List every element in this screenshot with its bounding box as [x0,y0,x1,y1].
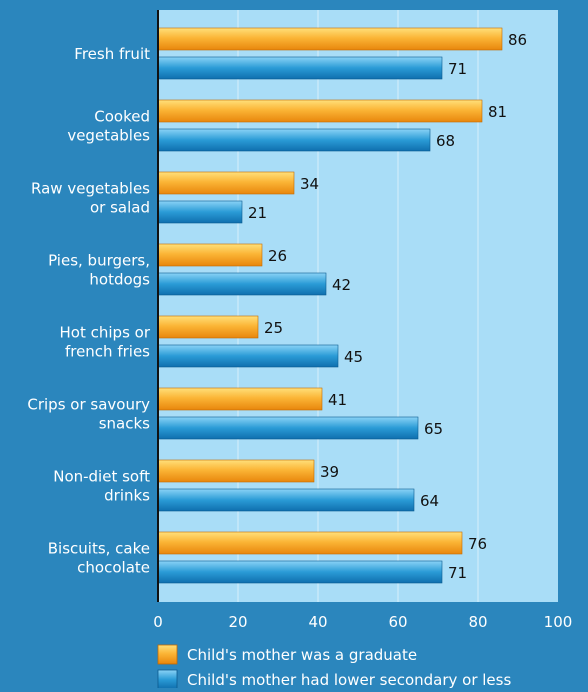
category-label: or salad [90,199,150,217]
data-label: 65 [424,420,443,438]
data-label: 71 [448,564,467,582]
data-label: 21 [248,204,267,222]
data-label: 41 [328,391,347,409]
bar-lower-secondary [157,560,443,584]
data-label: 39 [320,463,339,481]
x-tick-label: 0 [153,613,163,631]
bar-graduate [157,243,263,267]
bar-lower-secondary [157,344,339,368]
data-label: 81 [488,103,507,121]
bar-lower-secondary [157,56,443,80]
bar-graduate [157,315,259,339]
bar-lower-secondary [157,488,415,512]
legend-swatch-graduate [157,644,178,665]
bar-graduate [157,99,483,123]
bar-graduate [157,531,463,555]
category-label: Raw vegetables [31,180,150,198]
bar-graduate [157,387,323,411]
bar-graduate [157,171,295,195]
category-label: Hot chips or [60,324,151,342]
x-tick-label: 60 [388,613,407,631]
data-label: 68 [436,132,455,150]
data-label: 25 [264,319,283,337]
category-label: hotdogs [89,271,150,289]
legend: Child's mother was a graduate Child's mot… [157,644,511,690]
category-label: french fries [65,343,150,361]
plot-area [158,10,558,602]
data-label: 42 [332,276,351,294]
data-label: 26 [268,247,287,265]
x-tick-labels: 0 20 40 60 80 100 [153,613,572,631]
data-label: 71 [448,60,467,78]
category-label: vegetables [67,127,150,145]
bar-lower-secondary [157,128,431,152]
category-label: Cooked [94,108,150,126]
x-tick-label: 40 [308,613,327,631]
legend-swatch-lower-secondary [157,669,178,690]
x-tick-label: 20 [228,613,247,631]
legend-label: Child's mother was a graduate [187,646,417,664]
data-label: 64 [420,492,439,510]
category-label: snacks [99,415,150,433]
x-tick-label: 100 [544,613,573,631]
category-label: Biscuits, cake [48,540,150,558]
category-label: drinks [104,487,150,505]
bar-lower-secondary [157,416,419,440]
legend-label: Child's mother had lower secondary or le… [187,671,511,688]
category-label: Non-diet soft [53,468,150,486]
category-label: Fresh fruit [74,45,150,63]
data-label: 76 [468,535,487,553]
bar-graduate [157,27,503,51]
bar-lower-secondary [157,272,327,296]
data-label: 86 [508,31,527,49]
bar-lower-secondary [157,200,243,224]
data-label: 45 [344,348,363,366]
category-label: Pies, burgers, [48,252,150,270]
bar-graduate [157,459,315,483]
x-tick-label: 80 [468,613,487,631]
category-label: chocolate [77,559,150,577]
category-label: Crips or savoury [27,396,150,414]
data-label: 34 [300,175,319,193]
